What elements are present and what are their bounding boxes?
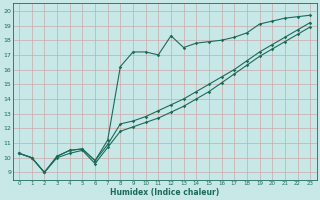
X-axis label: Humidex (Indice chaleur): Humidex (Indice chaleur) [110, 188, 219, 197]
